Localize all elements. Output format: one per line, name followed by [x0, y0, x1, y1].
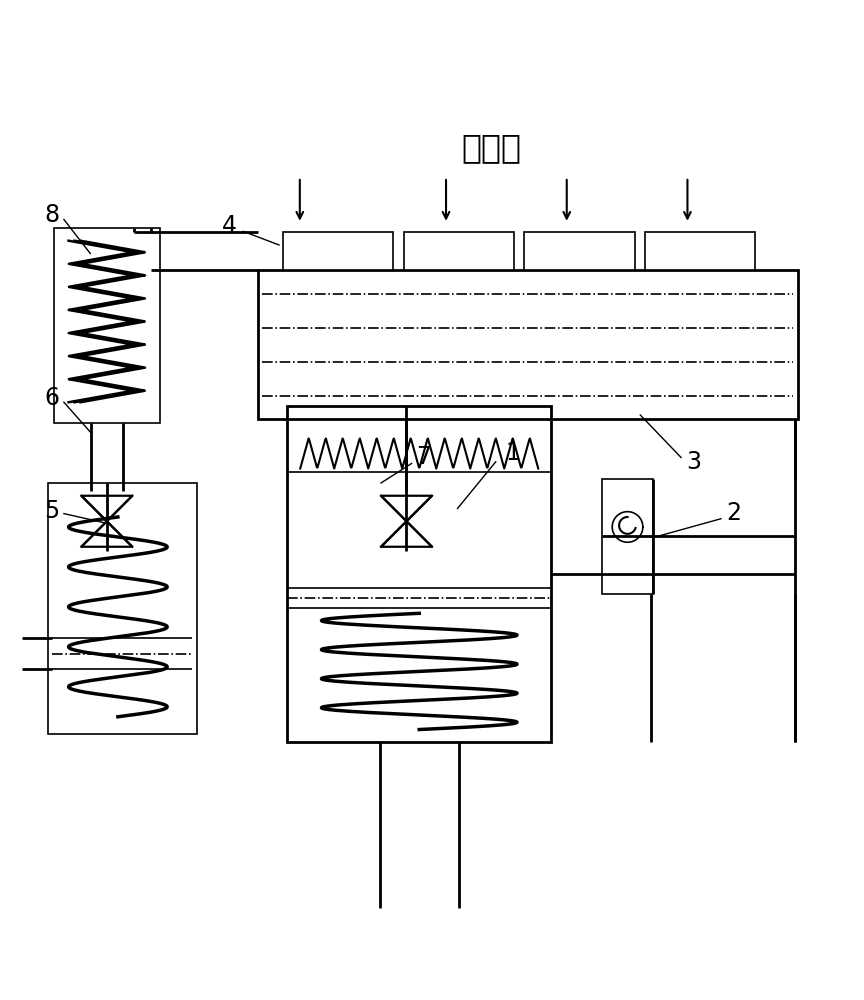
Bar: [54, 228, 160, 423]
Text: 1: 1: [505, 441, 520, 465]
Bar: [288, 406, 551, 742]
Text: 3: 3: [686, 450, 702, 474]
Text: 7: 7: [416, 445, 431, 469]
Text: 8: 8: [44, 203, 60, 227]
Text: 2: 2: [727, 501, 741, 525]
Bar: [403, 232, 514, 270]
Text: 太阳光: 太阳光: [461, 131, 522, 164]
Text: 6: 6: [45, 386, 60, 410]
Text: 4: 4: [222, 214, 238, 238]
Bar: [524, 232, 635, 270]
Bar: [257, 270, 797, 419]
Bar: [48, 483, 196, 734]
Text: 5: 5: [44, 499, 60, 523]
Bar: [283, 232, 393, 270]
Bar: [645, 232, 755, 270]
Bar: [602, 479, 653, 594]
